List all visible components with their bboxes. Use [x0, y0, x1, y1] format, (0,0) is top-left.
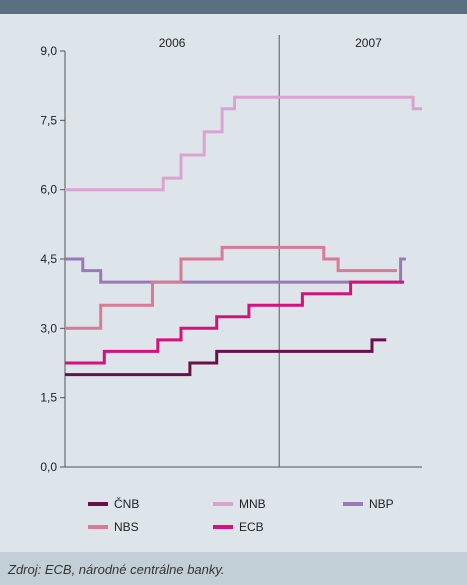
header-bar [0, 0, 467, 14]
y-tick-label: 6,0 [40, 183, 57, 197]
legend-label: ČNB [114, 496, 139, 511]
y-tick-label: 4,5 [40, 252, 57, 266]
y-tick-label: 0,0 [40, 460, 57, 474]
y-tick-label: 7,5 [40, 113, 57, 127]
chart-area: 0,0 1,5 3,0 4,5 6,0 7,5 9,0 2006 2007 ČNB MNB NBP NB… [0, 14, 467, 552]
year-label: 2007 [355, 36, 382, 50]
legend-label: NBS [114, 520, 139, 534]
series-line-ecb [65, 280, 405, 365]
y-tick-label: 3,0 [40, 321, 57, 335]
series-line-nbp [65, 257, 406, 284]
line-chart: 0,0 1,5 3,0 4,5 6,0 7,5 9,0 2006 2007 ČNB MNB NBP NB… [0, 14, 467, 552]
year-label: 2006 [159, 36, 186, 50]
series-line-čnb [65, 338, 387, 377]
series-line-nbs [65, 245, 397, 330]
series-line-mnb [65, 95, 422, 192]
legend-label: MNB [239, 497, 266, 511]
legend-label: NBP [369, 497, 394, 511]
source-footer: Zdroj: ECB, národné centrálne banky. [0, 552, 467, 585]
legend-label: ECB [239, 520, 264, 534]
y-tick-label: 9,0 [40, 44, 57, 58]
y-tick-label: 1,5 [40, 391, 57, 405]
source-note: Zdroj: ECB, národné centrálne banky. [8, 562, 225, 577]
